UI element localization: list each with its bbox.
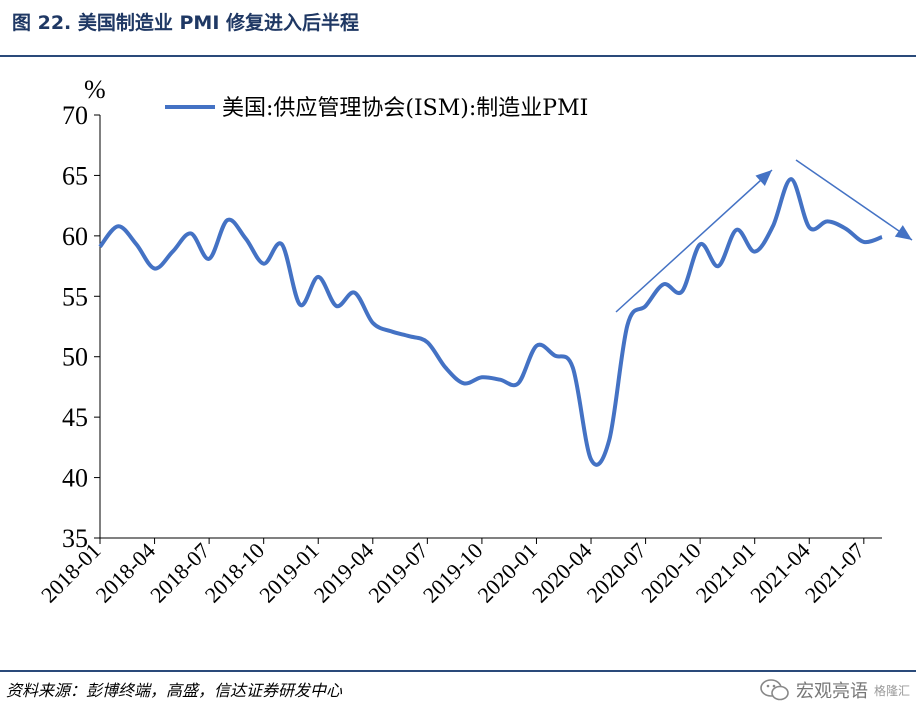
x-tick-label: 2019-07 — [363, 538, 433, 608]
watermark: 宏观亮语 格隆汇 — [760, 674, 910, 706]
trend-arrows — [615, 159, 913, 313]
pmi-line-chart: % 35 40 45 50 55 60 65 70 2018-012018-042018-07… — [36, 75, 913, 608]
x-tick-label: 2020-07 — [582, 538, 652, 608]
down-trend-arrow — [795, 159, 913, 241]
y-tick-label: 40 — [62, 464, 88, 493]
legend: 美国:供应管理协会(ISM):制造业PMI — [165, 96, 588, 121]
x-tick-label: 2019-01 — [254, 538, 324, 608]
x-tick-label: 2021-04 — [745, 538, 815, 608]
watermark-sub: 格隆汇 — [873, 683, 910, 698]
chart-title: 图 22. 美国制造业 PMI 修复进入后半程 — [12, 12, 360, 34]
pmi-series-line — [98, 177, 883, 467]
footer-divider — [0, 670, 916, 672]
x-tick-label: 2020-04 — [527, 538, 597, 608]
x-tick-label: 2019-10 — [418, 538, 488, 608]
x-tick-label: 2018-04 — [91, 538, 161, 608]
x-tick-label: 2020-10 — [636, 538, 706, 608]
y-tick-label: 35 — [62, 524, 88, 553]
x-tick-label: 2018-07 — [145, 538, 215, 608]
y-axis: 35 40 45 50 55 60 65 70 — [62, 101, 101, 553]
legend-label: 美国:供应管理协会(ISM):制造业PMI — [222, 96, 588, 121]
y-tick-label: 60 — [62, 222, 88, 251]
x-tick-label: 2019-04 — [309, 538, 379, 608]
y-tick-label: 50 — [62, 343, 88, 372]
series-group — [98, 177, 883, 467]
y-tick-label: 65 — [62, 161, 88, 190]
up-trend-arrow — [615, 169, 773, 313]
y-tick-label: 55 — [62, 282, 88, 311]
x-tick-label: 2018-10 — [200, 538, 270, 608]
watermark-main: 宏观亮语 — [795, 681, 868, 702]
y-tick-label: 45 — [62, 403, 88, 432]
x-tick-label: 2021-01 — [691, 538, 761, 608]
y-unit-label: % — [84, 75, 106, 104]
x-axis: 2018-012018-042018-072018-102019-012019-… — [36, 537, 882, 608]
x-tick-label: 2021-07 — [800, 538, 870, 608]
source-note: 资料来源：彭博终端，高盛，信达证券研发中心 — [6, 681, 343, 700]
wechat-icon — [760, 679, 789, 701]
x-tick-label: 2020-01 — [472, 538, 542, 608]
y-tick-label: 70 — [62, 101, 88, 130]
title-divider — [0, 55, 916, 57]
